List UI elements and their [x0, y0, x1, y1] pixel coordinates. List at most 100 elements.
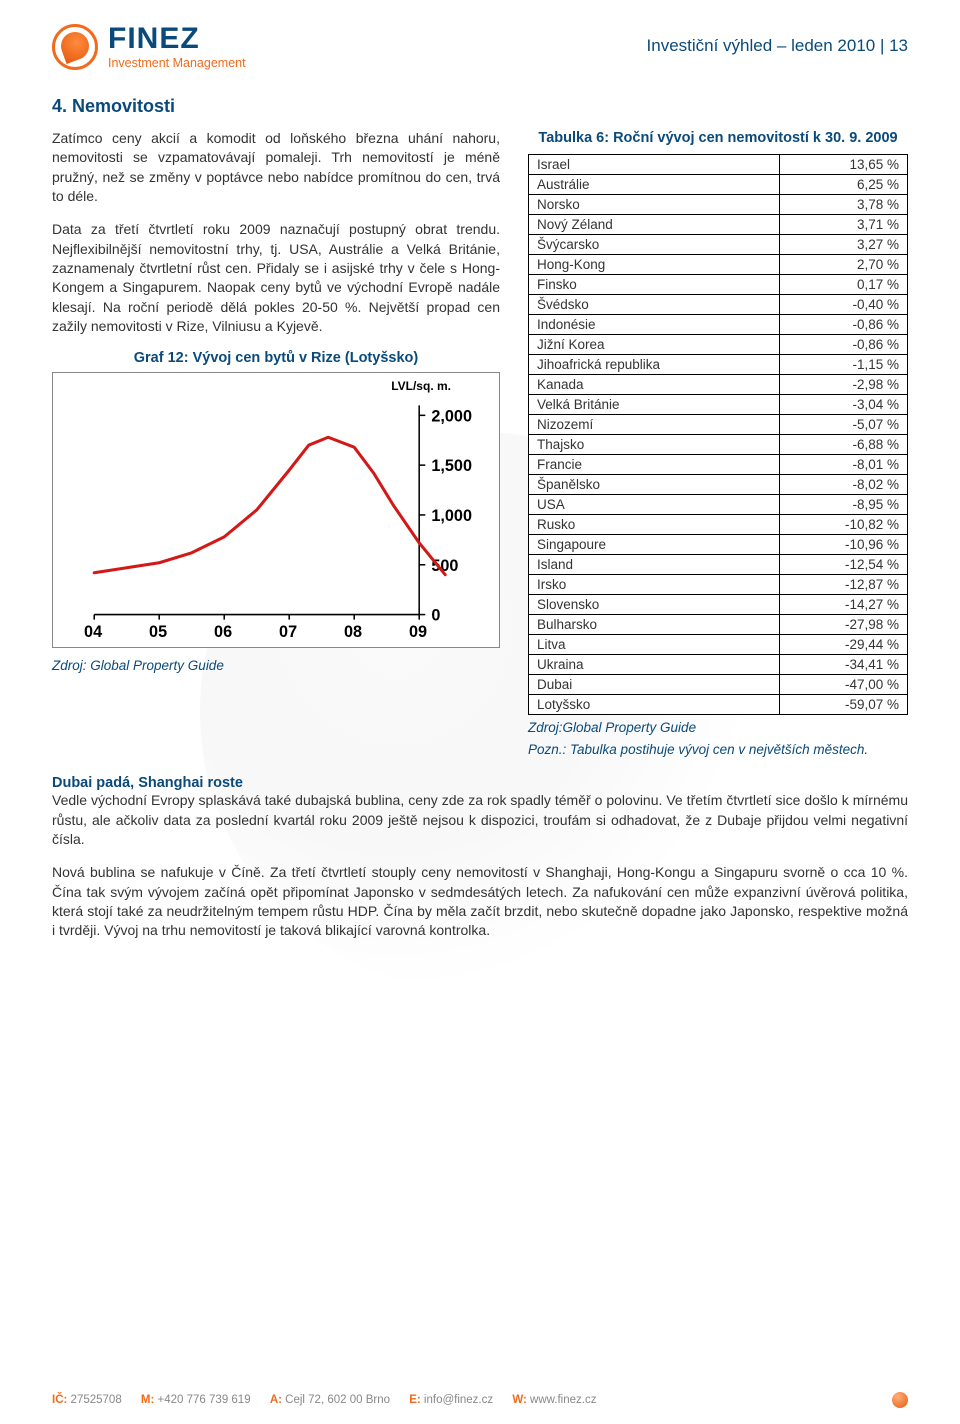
table-cell-country: Indonésie	[529, 314, 780, 334]
table-row: Francie-8,01 %	[529, 454, 908, 474]
footer-ic-value: 27525708	[71, 1394, 122, 1406]
footer-ic-label: IČ:	[52, 1394, 67, 1406]
price-table: Israel13,65 %Austrálie6,25 %Norsko3,78 %…	[528, 154, 908, 715]
svg-text:09: 09	[409, 623, 427, 641]
table-row: Dubai-47,00 %	[529, 674, 908, 694]
svg-text:05: 05	[149, 623, 167, 641]
chart-source: Zdroj: Global Property Guide	[52, 658, 500, 673]
footer-w-value: www.finez.cz	[530, 1394, 596, 1406]
footer-m-value: +420 776 739 619	[158, 1394, 251, 1406]
footer-info: IČ: 27525708 M: +420 776 739 619 A: Cejl…	[52, 1394, 612, 1406]
table-cell-country: Nový Zéland	[529, 214, 780, 234]
table-cell-country: Bulharsko	[529, 614, 780, 634]
table-cell-country: Ukraina	[529, 654, 780, 674]
table-row: Thajsko-6,88 %	[529, 434, 908, 454]
table-cell-value: 3,78 %	[780, 194, 908, 214]
svg-text:06: 06	[214, 623, 232, 641]
section-heading: 4. Nemovitosti	[52, 96, 908, 117]
table-cell-value: -8,02 %	[780, 474, 908, 494]
table-cell-value: -6,88 %	[780, 434, 908, 454]
table-cell-value: -12,54 %	[780, 554, 908, 574]
table-row: Island-12,54 %	[529, 554, 908, 574]
table-cell-country: Švédsko	[529, 294, 780, 314]
footer-a-label: A:	[270, 1394, 282, 1406]
paragraph-4: Nová bublina se nafukuje v Číně. Za třet…	[52, 863, 908, 940]
footer-w-label: W:	[512, 1394, 526, 1406]
table-cell-country: Norsko	[529, 194, 780, 214]
table-cell-value: -27,98 %	[780, 614, 908, 634]
table-row: Švédsko-0,40 %	[529, 294, 908, 314]
svg-text:04: 04	[84, 623, 102, 641]
chart-unit-label: LVL/sq. m.	[391, 379, 451, 393]
line-chart: LVL/sq. m. 05001,0001,5002,0000405060708…	[52, 372, 500, 648]
table-cell-country: Thajsko	[529, 434, 780, 454]
table-cell-value: -29,44 %	[780, 634, 908, 654]
table-cell-country: Kanada	[529, 374, 780, 394]
table-cell-country: Finsko	[529, 274, 780, 294]
table-cell-country: Litva	[529, 634, 780, 654]
svg-text:0: 0	[431, 607, 440, 625]
table-row: Litva-29,44 %	[529, 634, 908, 654]
table-cell-value: -8,01 %	[780, 454, 908, 474]
table-cell-value: 0,17 %	[780, 274, 908, 294]
table-cell-country: Jihoafrická republika	[529, 354, 780, 374]
table-row: Israel13,65 %	[529, 154, 908, 174]
footer-e-label: E:	[409, 1394, 421, 1406]
logo-tagline: Investment Management	[108, 56, 246, 70]
table-cell-value: -8,95 %	[780, 494, 908, 514]
table-cell-value: -0,40 %	[780, 294, 908, 314]
table-cell-value: -10,82 %	[780, 514, 908, 534]
svg-text:1,000: 1,000	[431, 507, 472, 525]
table-cell-value: -2,98 %	[780, 374, 908, 394]
table-cell-country: Dubai	[529, 674, 780, 694]
table-cell-value: -59,07 %	[780, 694, 908, 714]
table-row: Lotyšsko-59,07 %	[529, 694, 908, 714]
table-row: Singapoure-10,96 %	[529, 534, 908, 554]
table-cell-country: Irsko	[529, 574, 780, 594]
table-cell-country: Lotyšsko	[529, 694, 780, 714]
page-footer: IČ: 27525708 M: +420 776 739 619 A: Cejl…	[0, 1392, 960, 1408]
table-row: USA-8,95 %	[529, 494, 908, 514]
table-cell-value: -1,15 %	[780, 354, 908, 374]
table-cell-value: -0,86 %	[780, 334, 908, 354]
logo-word: FINEZ	[108, 24, 246, 54]
table-row: Indonésie-0,86 %	[529, 314, 908, 334]
table-cell-country: Španělsko	[529, 474, 780, 494]
subheading-1: Dubai padá, Shanghai roste	[52, 775, 908, 791]
footer-m-label: M:	[141, 1394, 154, 1406]
paragraph-2: Data za třetí čtvrtletí roku 2009 naznač…	[52, 220, 500, 336]
table-cell-value: -3,04 %	[780, 394, 908, 414]
table-cell-value: -34,41 %	[780, 654, 908, 674]
table-cell-value: 13,65 %	[780, 154, 908, 174]
table-row: Španělsko-8,02 %	[529, 474, 908, 494]
svg-text:2,000: 2,000	[431, 408, 472, 426]
table-cell-value: -0,86 %	[780, 314, 908, 334]
table-row: Nový Zéland3,71 %	[529, 214, 908, 234]
table-row: Slovensko-14,27 %	[529, 594, 908, 614]
table-row: Finsko0,17 %	[529, 274, 908, 294]
table-cell-country: Israel	[529, 154, 780, 174]
table-title: Tabulka 6: Roční vývoj cen nemovitostí k…	[528, 129, 908, 148]
svg-text:1,500: 1,500	[431, 457, 472, 475]
chart-title: Graf 12: Vývoj cen bytů v Rize (Lotyšsko…	[52, 350, 500, 366]
table-source-2: Pozn.: Tabulka postihuje vývoj cen v nej…	[528, 741, 908, 759]
table-cell-country: Rusko	[529, 514, 780, 534]
table-row: Ukraina-34,41 %	[529, 654, 908, 674]
table-cell-value: -5,07 %	[780, 414, 908, 434]
table-cell-country: Francie	[529, 454, 780, 474]
table-cell-country: Slovensko	[529, 594, 780, 614]
table-cell-value: 6,25 %	[780, 174, 908, 194]
table-cell-country: Velká Británie	[529, 394, 780, 414]
table-row: Kanada-2,98 %	[529, 374, 908, 394]
brand-logo: FINEZ Investment Management	[52, 24, 246, 70]
table-cell-value: 3,71 %	[780, 214, 908, 234]
table-cell-value: 2,70 %	[780, 254, 908, 274]
table-row: Irsko-12,87 %	[529, 574, 908, 594]
table-cell-value: -12,87 %	[780, 574, 908, 594]
paragraph-3: Vedle východní Evropy splaskává také dub…	[52, 791, 908, 849]
table-row: Bulharsko-27,98 %	[529, 614, 908, 634]
table-cell-country: USA	[529, 494, 780, 514]
footer-e-value: info@finez.cz	[424, 1394, 493, 1406]
table-row: Hong-Kong2,70 %	[529, 254, 908, 274]
footer-dot-icon	[892, 1392, 908, 1408]
